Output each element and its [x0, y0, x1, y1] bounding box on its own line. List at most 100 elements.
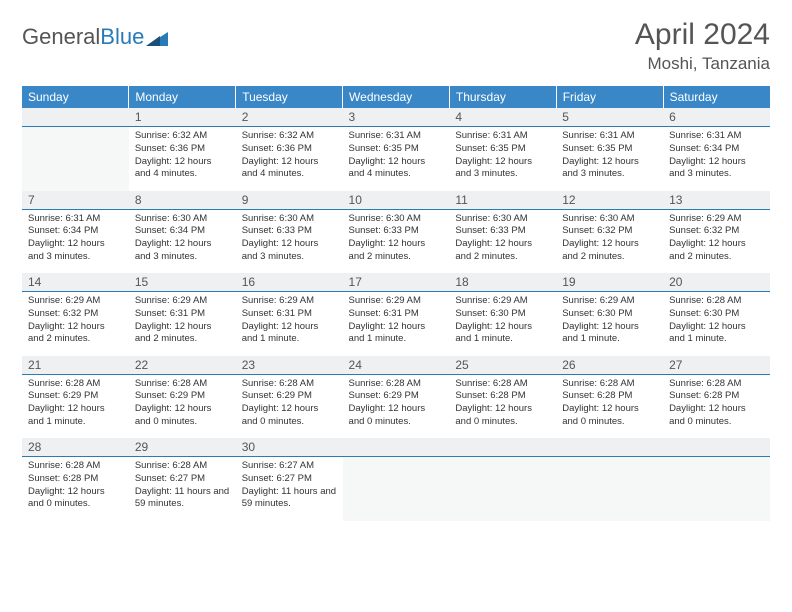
day-content-cell: Sunrise: 6:31 AMSunset: 6:35 PMDaylight:…	[343, 127, 450, 191]
day-content-cell: Sunrise: 6:29 AMSunset: 6:30 PMDaylight:…	[556, 292, 663, 356]
day-number-cell: 12	[556, 191, 663, 210]
day-content-cell: Sunrise: 6:28 AMSunset: 6:30 PMDaylight:…	[663, 292, 770, 356]
day-number-cell: 18	[449, 273, 556, 292]
sunset-line: Sunset: 6:28 PM	[455, 390, 550, 403]
sunset-line: Sunset: 6:30 PM	[562, 308, 657, 321]
day-content-cell: Sunrise: 6:28 AMSunset: 6:29 PMDaylight:…	[22, 374, 129, 438]
sunrise-line: Sunrise: 6:31 AM	[349, 130, 444, 143]
day-number-cell: 6	[663, 108, 770, 127]
daylight-line: Daylight: 12 hours and 2 minutes.	[669, 238, 764, 264]
daylight-line: Daylight: 12 hours and 3 minutes.	[242, 238, 337, 264]
sunset-line: Sunset: 6:30 PM	[669, 308, 764, 321]
day-number-row: 21222324252627	[22, 356, 770, 375]
sunrise-line: Sunrise: 6:28 AM	[562, 378, 657, 391]
sunrise-line: Sunrise: 6:31 AM	[455, 130, 550, 143]
day-number-cell: 28	[22, 438, 129, 457]
day-number-cell: 16	[236, 273, 343, 292]
sunset-line: Sunset: 6:33 PM	[349, 225, 444, 238]
day-content-cell: Sunrise: 6:31 AMSunset: 6:35 PMDaylight:…	[449, 127, 556, 191]
sunset-line: Sunset: 6:35 PM	[562, 143, 657, 156]
sunrise-line: Sunrise: 6:28 AM	[669, 378, 764, 391]
sunset-line: Sunset: 6:29 PM	[349, 390, 444, 403]
logo: GeneralBlue	[22, 24, 168, 50]
day-number-cell: 13	[663, 191, 770, 210]
day-content-cell: Sunrise: 6:29 AMSunset: 6:31 PMDaylight:…	[236, 292, 343, 356]
day-header: Thursday	[449, 86, 556, 108]
daylight-line: Daylight: 12 hours and 1 minute.	[562, 321, 657, 347]
sunset-line: Sunset: 6:29 PM	[28, 390, 123, 403]
day-content-row: Sunrise: 6:29 AMSunset: 6:32 PMDaylight:…	[22, 292, 770, 356]
day-content-cell: Sunrise: 6:29 AMSunset: 6:32 PMDaylight:…	[22, 292, 129, 356]
day-header: Tuesday	[236, 86, 343, 108]
day-number-row: 282930	[22, 438, 770, 457]
sunset-line: Sunset: 6:32 PM	[669, 225, 764, 238]
day-content-row: Sunrise: 6:32 AMSunset: 6:36 PMDaylight:…	[22, 127, 770, 191]
day-number-cell: 10	[343, 191, 450, 210]
day-content-cell: Sunrise: 6:28 AMSunset: 6:28 PMDaylight:…	[449, 374, 556, 438]
sunset-line: Sunset: 6:31 PM	[135, 308, 230, 321]
daylight-line: Daylight: 12 hours and 0 minutes.	[242, 403, 337, 429]
day-content-cell: Sunrise: 6:29 AMSunset: 6:30 PMDaylight:…	[449, 292, 556, 356]
day-number-row: 123456	[22, 108, 770, 127]
day-header: Sunday	[22, 86, 129, 108]
daylight-line: Daylight: 12 hours and 1 minute.	[349, 321, 444, 347]
sunset-line: Sunset: 6:36 PM	[242, 143, 337, 156]
daylight-line: Daylight: 12 hours and 3 minutes.	[135, 238, 230, 264]
day-content-cell	[343, 457, 450, 521]
sunrise-line: Sunrise: 6:28 AM	[349, 378, 444, 391]
sunrise-line: Sunrise: 6:29 AM	[455, 295, 550, 308]
day-content-cell: Sunrise: 6:30 AMSunset: 6:34 PMDaylight:…	[129, 209, 236, 273]
day-number-cell: 5	[556, 108, 663, 127]
daylight-line: Daylight: 12 hours and 2 minutes.	[349, 238, 444, 264]
daylight-line: Daylight: 11 hours and 59 minutes.	[242, 486, 337, 512]
sunset-line: Sunset: 6:27 PM	[242, 473, 337, 486]
day-content-cell: Sunrise: 6:29 AMSunset: 6:32 PMDaylight:…	[663, 209, 770, 273]
day-content-row: Sunrise: 6:31 AMSunset: 6:34 PMDaylight:…	[22, 209, 770, 273]
day-content-cell: Sunrise: 6:31 AMSunset: 6:34 PMDaylight:…	[663, 127, 770, 191]
sunrise-line: Sunrise: 6:28 AM	[455, 378, 550, 391]
sunrise-line: Sunrise: 6:32 AM	[135, 130, 230, 143]
sunrise-line: Sunrise: 6:29 AM	[28, 295, 123, 308]
calendar-table: SundayMondayTuesdayWednesdayThursdayFrid…	[22, 86, 770, 521]
day-content-cell: Sunrise: 6:29 AMSunset: 6:31 PMDaylight:…	[129, 292, 236, 356]
day-number-cell	[556, 438, 663, 457]
day-number-cell: 14	[22, 273, 129, 292]
sunrise-line: Sunrise: 6:29 AM	[135, 295, 230, 308]
day-content-cell: Sunrise: 6:30 AMSunset: 6:32 PMDaylight:…	[556, 209, 663, 273]
day-number-cell: 30	[236, 438, 343, 457]
month-title: April 2024	[635, 18, 770, 52]
location: Moshi, Tanzania	[635, 54, 770, 74]
daylight-line: Daylight: 12 hours and 0 minutes.	[455, 403, 550, 429]
day-number-cell: 25	[449, 356, 556, 375]
day-content-cell	[663, 457, 770, 521]
sunrise-line: Sunrise: 6:28 AM	[242, 378, 337, 391]
day-number-cell: 19	[556, 273, 663, 292]
daylight-line: Daylight: 12 hours and 4 minutes.	[135, 156, 230, 182]
day-number-cell: 27	[663, 356, 770, 375]
daylight-line: Daylight: 12 hours and 2 minutes.	[135, 321, 230, 347]
daylight-line: Daylight: 12 hours and 2 minutes.	[28, 321, 123, 347]
day-content-cell	[449, 457, 556, 521]
daylight-line: Daylight: 12 hours and 4 minutes.	[242, 156, 337, 182]
day-number-cell: 24	[343, 356, 450, 375]
sunrise-line: Sunrise: 6:29 AM	[242, 295, 337, 308]
day-content-cell: Sunrise: 6:29 AMSunset: 6:31 PMDaylight:…	[343, 292, 450, 356]
day-number-cell	[343, 438, 450, 457]
sunset-line: Sunset: 6:35 PM	[349, 143, 444, 156]
sunset-line: Sunset: 6:36 PM	[135, 143, 230, 156]
day-header: Friday	[556, 86, 663, 108]
day-number-cell: 20	[663, 273, 770, 292]
day-content-cell: Sunrise: 6:31 AMSunset: 6:35 PMDaylight:…	[556, 127, 663, 191]
sunset-line: Sunset: 6:33 PM	[455, 225, 550, 238]
sunset-line: Sunset: 6:33 PM	[242, 225, 337, 238]
daylight-line: Daylight: 12 hours and 2 minutes.	[562, 238, 657, 264]
day-content-cell: Sunrise: 6:32 AMSunset: 6:36 PMDaylight:…	[129, 127, 236, 191]
day-content-cell: Sunrise: 6:30 AMSunset: 6:33 PMDaylight:…	[236, 209, 343, 273]
day-number-cell	[663, 438, 770, 457]
sunset-line: Sunset: 6:28 PM	[669, 390, 764, 403]
sunset-line: Sunset: 6:32 PM	[28, 308, 123, 321]
day-number-cell: 3	[343, 108, 450, 127]
daylight-line: Daylight: 12 hours and 0 minutes.	[562, 403, 657, 429]
daylight-line: Daylight: 12 hours and 1 minute.	[242, 321, 337, 347]
day-number-cell: 8	[129, 191, 236, 210]
